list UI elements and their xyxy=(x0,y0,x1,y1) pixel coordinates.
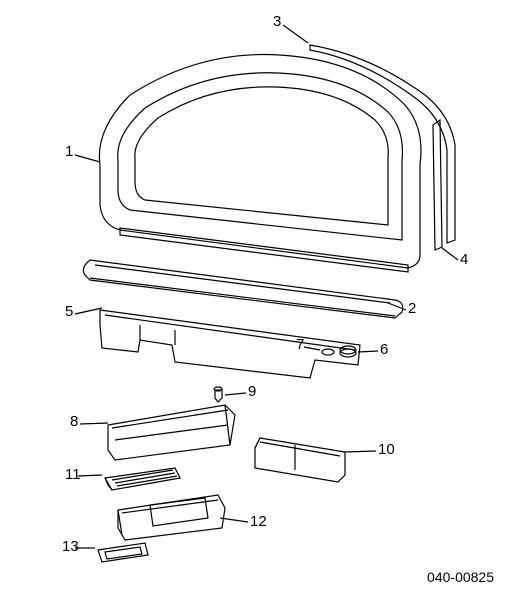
callout-6: 6 xyxy=(380,341,388,358)
parts-illustration xyxy=(0,0,514,600)
callout-12: 12 xyxy=(250,513,267,530)
callout-5: 5 xyxy=(65,303,73,320)
callout-9: 9 xyxy=(248,383,256,400)
callout-13: 13 xyxy=(62,538,79,555)
callout-3: 3 xyxy=(273,13,281,30)
callout-11: 11 xyxy=(65,466,81,483)
part-number: 040-00825 xyxy=(427,569,494,585)
callout-7: 7 xyxy=(296,336,304,353)
callout-10: 10 xyxy=(378,441,395,458)
callout-1: 1 xyxy=(65,143,73,160)
callout-4: 4 xyxy=(460,251,468,268)
diagram-container: 1 2 3 4 5 6 7 8 9 10 11 12 13 040-00825 xyxy=(0,0,514,600)
callout-2: 2 xyxy=(408,300,416,317)
callout-8: 8 xyxy=(70,413,78,430)
